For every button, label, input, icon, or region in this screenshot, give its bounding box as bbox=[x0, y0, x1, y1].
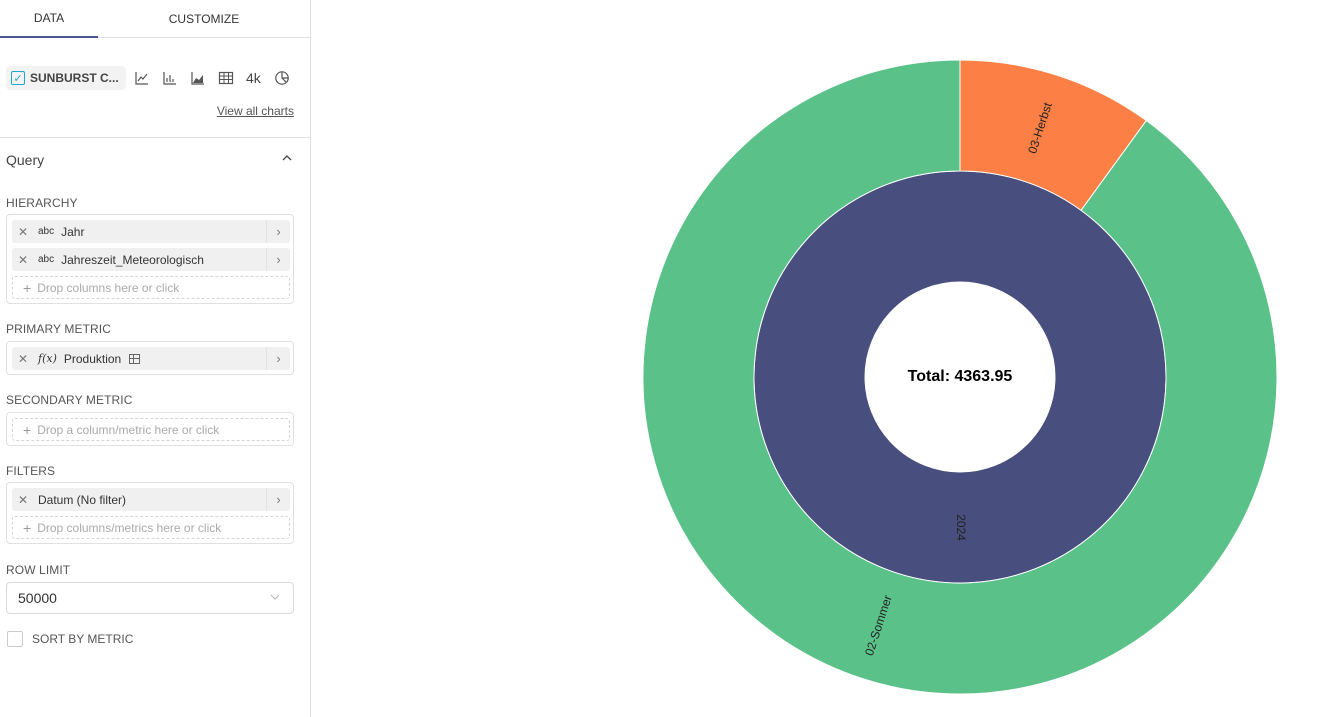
hierarchy-item-jahreszeit[interactable]: ✕ abc Jahreszeit_Meteorologisch › bbox=[12, 248, 290, 271]
filters-label: FILTERS bbox=[6, 464, 56, 478]
hierarchy-label: HIERARCHY bbox=[6, 196, 78, 210]
primary-metric-item[interactable]: ✕ f(x) Produktion › bbox=[12, 347, 290, 370]
big-number-icon[interactable]: 4k bbox=[246, 70, 261, 86]
filters-drop-zone[interactable]: + Drop columns/metrics here or click bbox=[12, 516, 290, 539]
primary-metric-label: PRIMARY METRIC bbox=[6, 322, 111, 336]
plus-icon: + bbox=[23, 519, 32, 536]
chevron-right-icon[interactable]: › bbox=[266, 347, 290, 370]
chevron-down-icon bbox=[269, 591, 281, 606]
chevron-up-icon[interactable] bbox=[281, 152, 293, 167]
chevron-right-icon[interactable]: › bbox=[266, 488, 290, 511]
outer-ring-segment-1[interactable] bbox=[642, 59, 1278, 695]
hierarchy-box: ✕ abc Jahr › ✕ abc Jahreszeit_Meteorolog… bbox=[6, 214, 294, 304]
secondary-metric-drop-text: Drop a column/metric here or click bbox=[37, 422, 220, 437]
primary-metric-box: ✕ f(x) Produktion › bbox=[6, 341, 294, 375]
filter-item-datum[interactable]: ✕ Datum (No filter) › bbox=[12, 488, 290, 511]
chevron-right-icon[interactable]: › bbox=[266, 220, 290, 243]
column-type-label: abc bbox=[38, 254, 55, 265]
secondary-metric-drop-zone[interactable]: + Drop a column/metric here or click bbox=[12, 418, 290, 441]
hierarchy-item-label: Jahreszeit_Meteorologisch bbox=[61, 252, 204, 267]
close-icon[interactable]: ✕ bbox=[17, 492, 29, 507]
filters-box: ✕ Datum (No filter) › + Drop columns/met… bbox=[6, 482, 294, 544]
secondary-metric-box: + Drop a column/metric here or click bbox=[6, 412, 294, 446]
chevron-right-icon[interactable]: › bbox=[266, 248, 290, 271]
row-limit-value: 50000 bbox=[18, 590, 57, 606]
plus-icon: + bbox=[23, 421, 32, 438]
selected-viz-chip[interactable]: ✓ SUNBURST C... bbox=[6, 66, 126, 90]
primary-metric-wrap: Produktion bbox=[64, 352, 266, 366]
close-icon[interactable]: ✕ bbox=[17, 224, 29, 239]
hierarchy-item-label: Jahr bbox=[61, 224, 85, 239]
sort-by-metric-checkbox[interactable] bbox=[7, 631, 23, 647]
row-limit-label: ROW LIMIT bbox=[6, 563, 71, 577]
panel-tabs: DATA CUSTOMIZE bbox=[0, 0, 310, 38]
plus-icon: + bbox=[23, 279, 32, 296]
table-icon bbox=[129, 354, 141, 365]
control-panel: DATA CUSTOMIZE ✓ SUNBURST C... 4k View a… bbox=[0, 0, 311, 717]
metric-type-label: f(x) bbox=[38, 352, 57, 365]
hierarchy-item-jahr[interactable]: ✕ abc Jahr › bbox=[12, 220, 290, 243]
sort-by-metric-label: SORT BY METRIC bbox=[32, 632, 134, 646]
sunburst-chart: 2024 03-Herbst 02-Sommer Total: 4363.95 bbox=[312, 0, 1322, 717]
section-divider bbox=[0, 137, 310, 138]
hierarchy-drop-text: Drop columns here or click bbox=[37, 280, 180, 295]
table-icon[interactable] bbox=[218, 70, 234, 86]
inner-ring-label-0: 2024 bbox=[954, 514, 968, 541]
column-type-label: abc bbox=[38, 226, 55, 237]
hierarchy-drop-zone[interactable]: + Drop columns here or click bbox=[12, 276, 290, 299]
query-section-title: Query bbox=[6, 152, 45, 168]
tab-data[interactable]: DATA bbox=[0, 0, 98, 38]
filters-drop-text: Drop columns/metrics here or click bbox=[37, 520, 222, 535]
row-limit-select[interactable]: 50000 bbox=[6, 582, 294, 614]
tab-customize[interactable]: CUSTOMIZE bbox=[168, 12, 240, 26]
check-icon: ✓ bbox=[11, 71, 25, 85]
viz-type-row: ✓ SUNBURST C... bbox=[6, 66, 126, 90]
pie-chart-icon[interactable] bbox=[274, 70, 290, 86]
primary-metric-name: Produktion bbox=[63, 351, 122, 366]
secondary-metric-label: SECONDARY METRIC bbox=[6, 393, 133, 407]
bar-chart-icon[interactable] bbox=[162, 70, 178, 86]
view-all-charts-link[interactable]: View all charts bbox=[216, 104, 294, 118]
close-icon[interactable]: ✕ bbox=[17, 351, 29, 366]
selected-viz-label: SUNBURST C... bbox=[30, 71, 119, 85]
filter-item-label: Datum (No filter) bbox=[38, 492, 127, 507]
line-chart-icon[interactable] bbox=[134, 70, 150, 86]
center-total-label: Total: 4363.95 bbox=[908, 368, 1013, 385]
close-icon[interactable]: ✕ bbox=[17, 252, 29, 267]
area-chart-icon[interactable] bbox=[190, 70, 206, 86]
